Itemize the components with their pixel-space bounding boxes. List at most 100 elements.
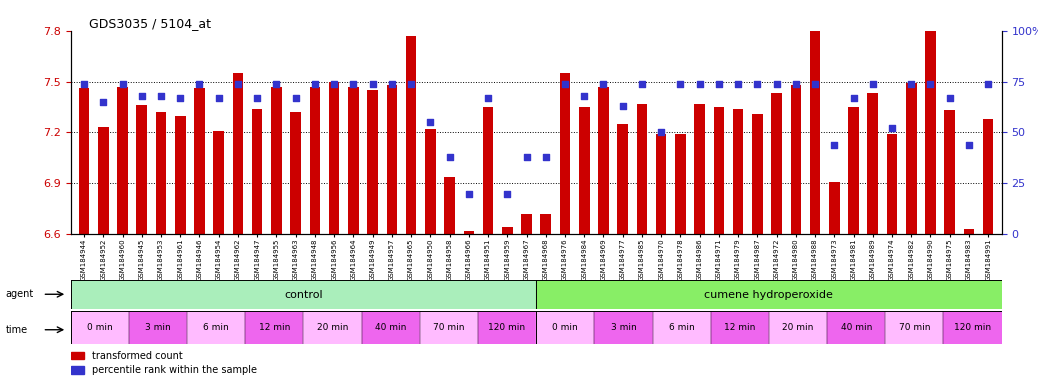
Point [403,81,419,87]
Bar [771,93,782,234]
Bar [348,87,359,234]
Point [249,95,266,101]
Point [134,93,151,99]
Bar [886,134,897,234]
Point [633,81,650,87]
Bar [79,88,89,234]
Bar [885,311,944,344]
Point [922,81,938,87]
Bar [769,311,827,344]
Bar [595,311,653,344]
Bar [963,229,975,234]
Text: 6 min: 6 min [668,323,694,332]
Text: time: time [5,325,28,335]
Bar [945,111,955,234]
Bar [71,280,536,309]
Text: 20 min: 20 min [317,323,348,332]
Point [499,190,516,197]
Point [865,81,881,87]
Point [960,142,977,148]
Text: 120 min: 120 min [489,323,525,332]
Point [211,95,227,101]
Bar [711,311,769,344]
Point [672,81,688,87]
Point [114,81,131,87]
Point [749,81,766,87]
Bar [464,231,474,234]
Bar [309,87,320,234]
Point [229,81,246,87]
Bar [303,311,361,344]
Bar [71,366,84,374]
Bar [925,10,936,234]
Point [691,81,708,87]
Bar [653,311,711,344]
Text: 20 min: 20 min [783,323,814,332]
Bar [175,116,186,234]
Point [76,81,92,87]
Bar [536,280,1002,309]
Text: agent: agent [5,289,33,299]
Bar [848,107,858,234]
Bar [406,36,416,234]
Point [480,95,496,101]
Point [268,81,284,87]
Bar [753,114,763,234]
Point [306,81,323,87]
Point [768,81,785,87]
Text: 0 min: 0 min [552,323,578,332]
Bar [245,311,303,344]
Point [845,95,862,101]
Point [595,81,611,87]
Point [556,81,573,87]
Text: 120 min: 120 min [954,323,991,332]
Point [653,129,670,136]
Bar [367,90,378,234]
Point [980,81,996,87]
Bar [419,311,477,344]
Point [153,93,169,99]
Point [788,81,804,87]
Bar [136,105,147,234]
Bar [444,177,455,234]
Point [191,81,208,87]
Point [384,81,401,87]
Bar [187,311,245,344]
Point [345,81,361,87]
Bar [733,109,743,234]
Point [903,81,920,87]
Bar [579,107,590,234]
Bar [906,83,917,234]
Point [326,81,343,87]
Point [883,125,900,131]
Bar [329,81,339,234]
Text: 6 min: 6 min [203,323,229,332]
Bar [983,119,993,234]
Point [538,154,554,160]
Bar [483,107,493,234]
Point [172,95,189,101]
Bar [477,311,536,344]
Text: cumene hydroperoxide: cumene hydroperoxide [705,290,834,300]
Bar [425,129,436,234]
Bar [521,214,531,234]
Bar [810,31,820,234]
Point [461,190,477,197]
Text: transformed count: transformed count [91,351,183,361]
Point [518,154,535,160]
Bar [129,311,187,344]
Bar [71,311,129,344]
Point [711,81,728,87]
Bar [598,87,608,234]
Point [288,95,304,101]
Bar [791,85,801,234]
Point [807,81,823,87]
Bar [271,87,281,234]
Point [730,81,746,87]
Bar [194,88,204,234]
Bar [559,73,570,234]
Text: GDS3035 / 5104_at: GDS3035 / 5104_at [89,17,211,30]
Text: 70 min: 70 min [899,323,930,332]
Bar [502,227,513,234]
Bar [944,311,1002,344]
